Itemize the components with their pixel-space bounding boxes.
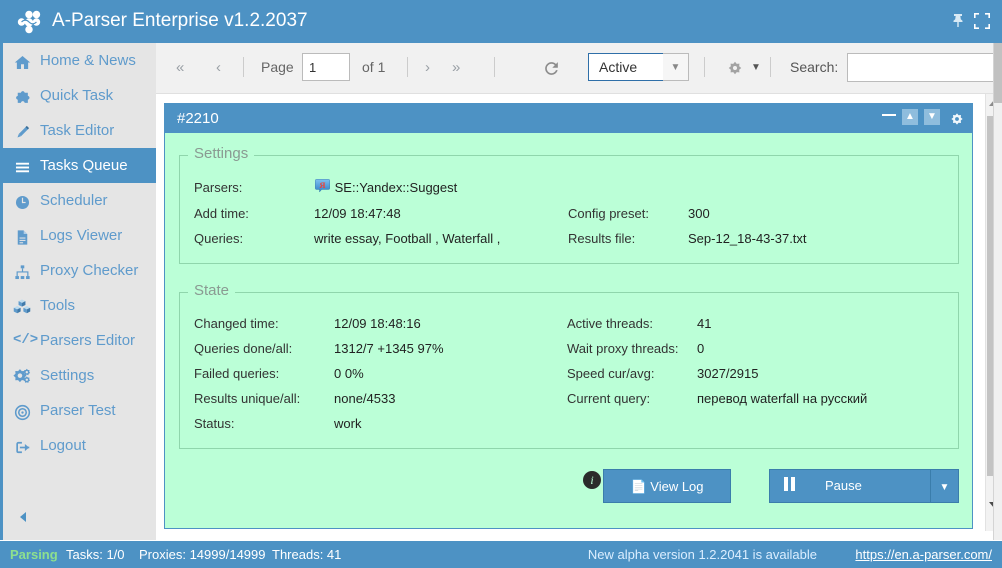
svg-text:Я: Я: [319, 180, 325, 190]
